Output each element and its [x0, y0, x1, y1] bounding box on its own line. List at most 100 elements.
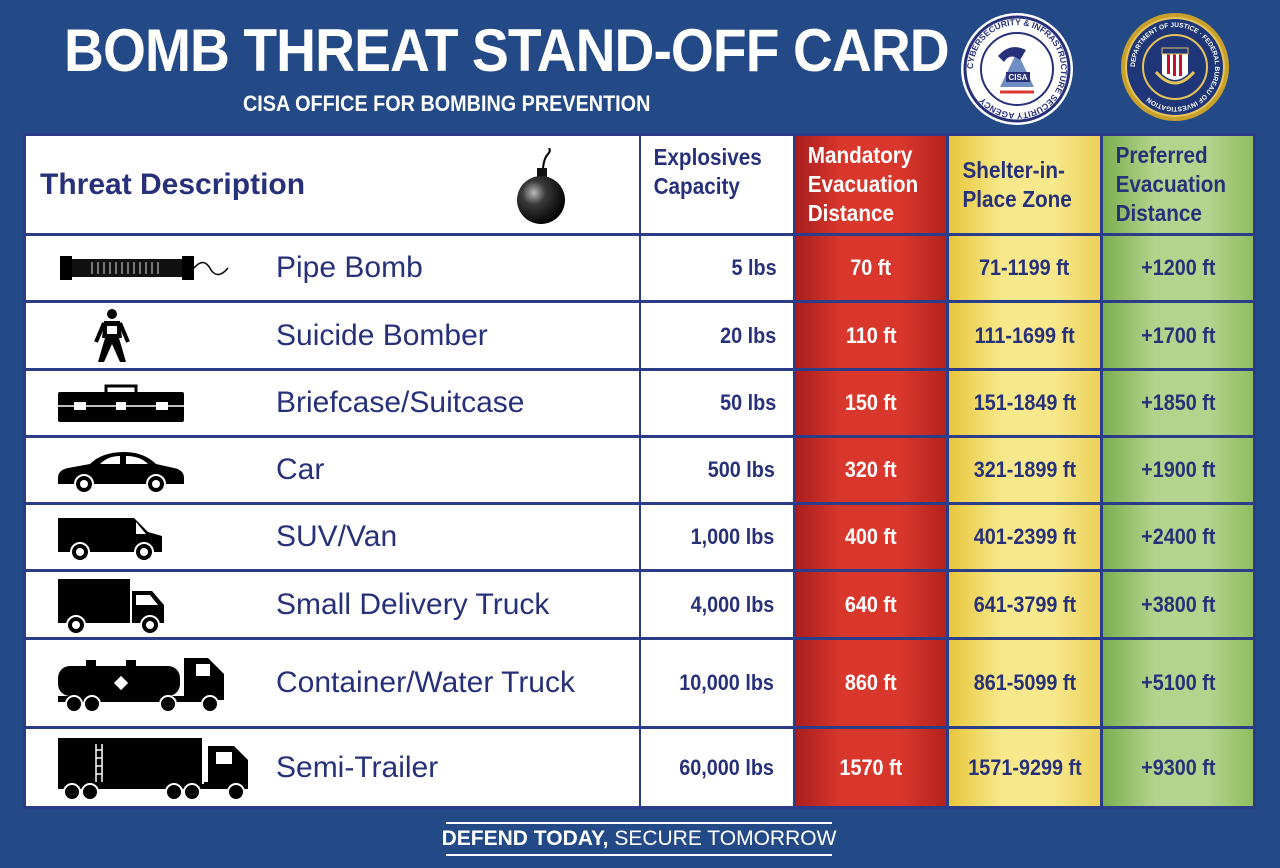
mandatory-cell: 70 ft — [796, 236, 946, 300]
standoff-table: Threat Description Explosives Capacity — [23, 133, 1256, 809]
threat-cell: Semi-Trailer — [26, 729, 639, 806]
preferred-value: +1700 ft — [1140, 322, 1216, 348]
shelter-value: 111-1699 ft — [974, 322, 1075, 348]
shelter-cell: 111-1699 ft — [949, 303, 1100, 368]
pipe-bomb-icon — [56, 246, 236, 286]
threat-cell: Briefcase/Suitcase — [26, 371, 639, 435]
cisa-center-text: CISA — [1008, 73, 1027, 82]
mandatory-cell: 320 ft — [796, 438, 946, 502]
shelter-value: 401-2399 ft — [973, 524, 1076, 549]
mandatory-value: 400 ft — [845, 524, 897, 549]
header-preferred-cell: Preferred Evacuation Distance — [1103, 136, 1253, 233]
fbi-seal-icon: DEPARTMENT OF JUSTICE · FEDERAL BUREAU O… — [1120, 12, 1230, 122]
mandatory-value: 1570 ft — [839, 754, 903, 780]
capacity-value: 5 lbs — [731, 255, 777, 280]
mandatory-value: 150 ft — [845, 390, 897, 415]
preferred-cell: +1850 ft — [1103, 371, 1253, 435]
shelter-value: 861-5099 ft — [973, 670, 1076, 695]
mandatory-value: 70 ft — [850, 255, 892, 280]
shelter-value: 71-1199 ft — [979, 255, 1070, 280]
preferred-cell: +9300 ft — [1103, 729, 1253, 806]
column-header-preferred: Preferred Evacuation Distance — [1115, 142, 1227, 226]
shelter-cell: 401-2399 ft — [949, 505, 1100, 569]
threat-label: Pipe Bomb — [276, 251, 423, 284]
delivery-truck-icon — [56, 577, 168, 635]
shelter-cell: 641-3799 ft — [949, 572, 1100, 637]
threat-label: Briefcase/Suitcase — [276, 386, 525, 419]
footer-bold: DEFEND TODAY, — [441, 827, 609, 850]
threat-label: Container/Water Truck — [276, 666, 575, 699]
capacity-value: 20 lbs — [719, 322, 776, 348]
threat-label: SUV/Van — [276, 520, 398, 553]
header-shelter-cell: Shelter-in- Place Zone — [949, 136, 1100, 233]
threat-cell: Small Delivery Truck — [26, 572, 639, 637]
column-header-shelter: Shelter-in- Place Zone — [962, 156, 1072, 212]
preferred-value: +9300 ft — [1140, 754, 1216, 780]
suicide-bomber-icon — [92, 308, 132, 364]
preferred-cell: +1900 ft — [1103, 438, 1253, 502]
capacity-cell: 5 lbs — [641, 236, 793, 300]
threat-cell: Container/Water Truck — [26, 640, 639, 726]
shelter-cell: 151-1849 ft — [949, 371, 1100, 435]
column-header-threat: Threat Description — [40, 168, 306, 201]
semi-trailer-icon — [56, 736, 252, 802]
mandatory-cell: 150 ft — [796, 371, 946, 435]
preferred-value: +5100 ft — [1140, 670, 1216, 695]
header-mandatory-cell: Mandatory Evacuation Distance — [796, 136, 946, 233]
mandatory-cell: 860 ft — [796, 640, 946, 726]
preferred-value: +1200 ft — [1140, 255, 1216, 280]
mandatory-value: 640 ft — [845, 591, 897, 617]
mandatory-value: 860 ft — [845, 670, 897, 695]
threat-cell: Pipe Bomb — [26, 236, 639, 300]
preferred-value: +1900 ft — [1140, 457, 1216, 482]
capacity-cell: 60,000 lbs — [641, 729, 793, 806]
page-title: BOMB THREAT STAND-OFF CARD — [64, 17, 950, 84]
mandatory-cell: 110 ft — [796, 303, 946, 368]
shelter-value: 1571-9299 ft — [967, 754, 1082, 780]
van-icon — [56, 514, 166, 562]
preferred-value: +3800 ft — [1140, 591, 1216, 617]
mandatory-value: 110 ft — [845, 322, 897, 348]
preferred-value: +1850 ft — [1140, 390, 1216, 415]
capacity-value: 4,000 lbs — [690, 591, 775, 617]
shelter-value: 151-1849 ft — [973, 390, 1076, 415]
capacity-value: 50 lbs — [719, 390, 776, 415]
shelter-cell: 321-1899 ft — [949, 438, 1100, 502]
bomb-icon — [516, 148, 566, 226]
preferred-cell: +2400 ft — [1103, 505, 1253, 569]
threat-label: Car — [276, 453, 325, 486]
capacity-cell: 20 lbs — [641, 303, 793, 368]
capacity-cell: 500 lbs — [641, 438, 793, 502]
mandatory-cell: 400 ft — [796, 505, 946, 569]
capacity-value: 500 lbs — [708, 457, 776, 482]
threat-label: Semi-Trailer — [276, 751, 439, 784]
capacity-cell: 10,000 lbs — [641, 640, 793, 726]
shelter-cell: 1571-9299 ft — [949, 729, 1100, 806]
footer-rest: SECURE TOMORROW — [608, 827, 837, 850]
threat-cell: Suicide Bomber — [26, 303, 639, 368]
footer-slogan: DEFEND TODAY, SECURE TOMORROW — [442, 822, 836, 856]
page-subtitle: CISA OFFICE FOR BOMBING PREVENTION — [243, 91, 651, 116]
preferred-cell: +3800 ft — [1103, 572, 1253, 637]
shelter-cell: 861-5099 ft — [949, 640, 1100, 726]
threat-label: Suicide Bomber — [276, 319, 488, 352]
header-capacity-cell: Explosives Capacity — [641, 136, 793, 233]
preferred-cell: +1700 ft — [1103, 303, 1253, 368]
threat-cell: SUV/Van — [26, 505, 639, 569]
preferred-value: +2400 ft — [1140, 524, 1216, 549]
shelter-cell: 71-1199 ft — [949, 236, 1100, 300]
threat-cell: Car — [26, 438, 639, 502]
tanker-truck-icon — [56, 652, 228, 714]
capacity-cell: 50 lbs — [641, 371, 793, 435]
capacity-cell: 4,000 lbs — [641, 572, 793, 637]
shelter-value: 321-1899 ft — [973, 457, 1076, 482]
header-threat-cell: Threat Description — [26, 136, 639, 233]
cisa-seal-icon: CYBERSECURITY & INFRASTRUCTURE SECURITY … — [960, 12, 1074, 126]
car-icon — [56, 450, 186, 494]
column-header-mandatory: Mandatory Evacuation Distance — [807, 142, 919, 226]
preferred-cell: +5100 ft — [1103, 640, 1253, 726]
capacity-value: 1,000 lbs — [690, 524, 775, 549]
briefcase-icon — [56, 384, 186, 424]
threat-label: Small Delivery Truck — [276, 588, 550, 621]
shelter-value: 641-3799 ft — [973, 591, 1076, 617]
